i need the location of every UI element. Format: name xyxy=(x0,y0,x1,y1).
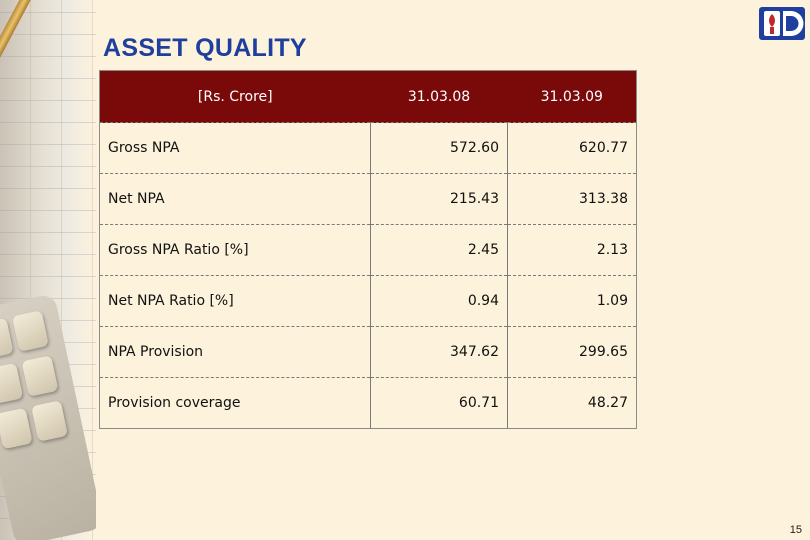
cell-2009: 1.09 xyxy=(507,275,637,327)
column-header-unit: [Rs. Crore] xyxy=(99,70,371,123)
table-row: NPA Provision 347.62 299.65 xyxy=(99,326,637,378)
table-row: Provision coverage 60.71 48.27 xyxy=(99,377,637,429)
row-label: Provision coverage xyxy=(99,377,371,429)
asset-quality-table: [Rs. Crore] 31.03.08 31.03.09 Gross NPA … xyxy=(99,70,637,429)
column-header-2008: 31.03.08 xyxy=(370,70,508,123)
slide-title: ASSET QUALITY xyxy=(103,34,307,62)
table-row: Net NPA 215.43 313.38 xyxy=(99,173,637,225)
row-label: Gross NPA xyxy=(99,122,371,174)
cell-2008: 2.45 xyxy=(370,224,508,276)
table-header-row: [Rs. Crore] 31.03.08 31.03.09 xyxy=(99,70,637,123)
row-label: Gross NPA Ratio [%] xyxy=(99,224,371,276)
decorative-ledger-photo: ​ xyxy=(0,0,96,540)
row-label: NPA Provision xyxy=(99,326,371,378)
cell-2009: 313.38 xyxy=(507,173,637,225)
cell-2009: 2.13 xyxy=(507,224,637,276)
cell-2008: 572.60 xyxy=(370,122,508,174)
row-label: Net NPA Ratio [%] xyxy=(99,275,371,327)
cell-2008: 60.71 xyxy=(370,377,508,429)
bank-logo-icon xyxy=(759,7,805,40)
table-row: Net NPA Ratio [%] 0.94 1.09 xyxy=(99,275,637,327)
cell-2008: 0.94 xyxy=(370,275,508,327)
cell-2008: 215.43 xyxy=(370,173,508,225)
table-row: Gross NPA Ratio [%] 2.45 2.13 xyxy=(99,224,637,276)
row-label: Net NPA xyxy=(99,173,371,225)
cell-2009: 620.77 xyxy=(507,122,637,174)
column-header-2009: 31.03.09 xyxy=(507,70,637,123)
table-row: Gross NPA 572.60 620.77 xyxy=(99,122,637,174)
cell-2009: 48.27 xyxy=(507,377,637,429)
cell-2009: 299.65 xyxy=(507,326,637,378)
cell-2008: 347.62 xyxy=(370,326,508,378)
page-number: 15 xyxy=(789,524,802,536)
